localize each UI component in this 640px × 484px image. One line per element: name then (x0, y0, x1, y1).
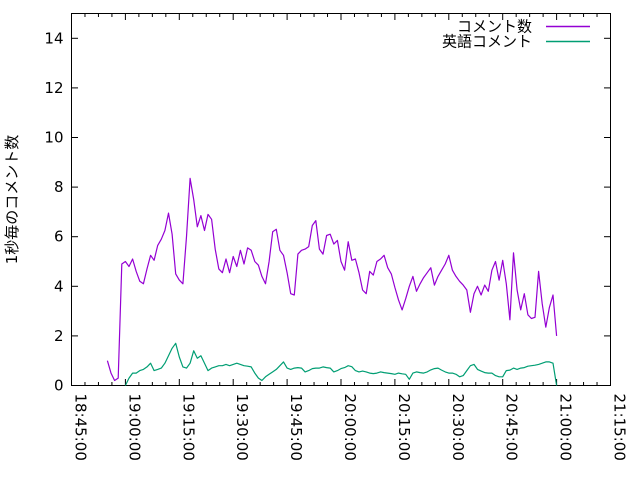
y-tick-label: 6 (54, 228, 64, 246)
y-tick-label: 12 (44, 79, 63, 97)
series-line-english-comments (124, 342, 558, 386)
legend-label-english-comments: 英語コメント (442, 33, 532, 51)
y-tick-label: 4 (54, 277, 64, 295)
x-tick-label: 20:15:00 (395, 394, 413, 461)
legend-label-comments: コメント数 (457, 18, 532, 36)
y-tick-label: 8 (54, 178, 64, 196)
x-tick-label: 18:45:00 (72, 394, 90, 461)
x-tick-label: 19:30:00 (233, 394, 251, 461)
y-axis-label: 1秒毎のコメント数 (3, 135, 21, 265)
y-tick-label: 14 (44, 29, 63, 47)
y-tick-label: 0 (54, 377, 64, 395)
x-tick-label: 20:00:00 (341, 394, 359, 461)
x-tick-label: 21:00:00 (557, 394, 575, 461)
series-line-comments (106, 177, 558, 382)
x-tick-label: 20:45:00 (503, 394, 521, 461)
x-tick-label: 19:00:00 (125, 394, 143, 461)
y-tick-label: 10 (44, 129, 63, 147)
x-tick-label: 20:30:00 (449, 394, 467, 461)
plot-border (71, 13, 611, 386)
x-tick-label: 21:15:00 (611, 394, 629, 461)
x-tick-label: 19:45:00 (287, 394, 305, 461)
x-tick-label: 19:15:00 (179, 394, 197, 461)
y-tick-label: 2 (54, 327, 64, 345)
